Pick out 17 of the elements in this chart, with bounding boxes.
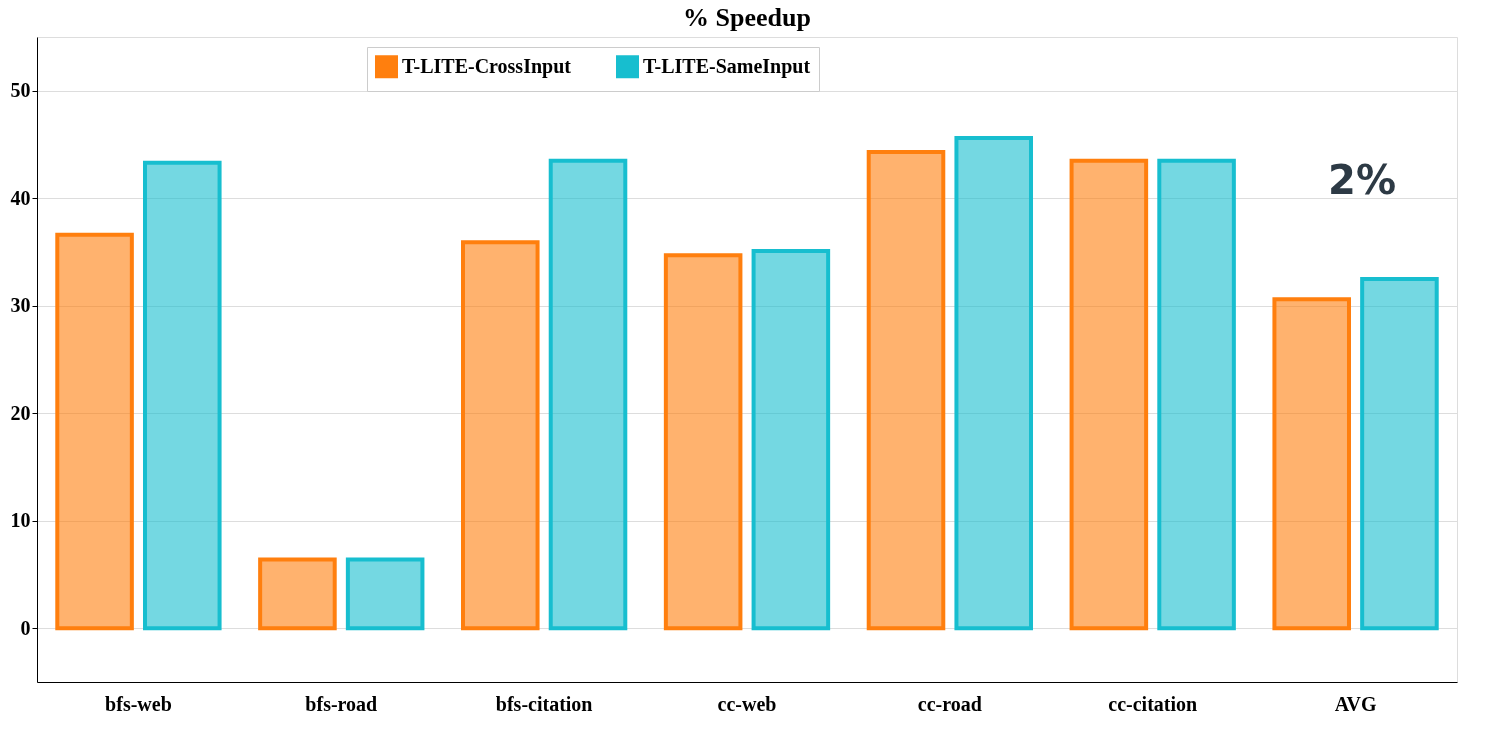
x-tick-label: AVG [1334, 692, 1377, 715]
x-tick-label: bfs-web [105, 692, 172, 715]
x-tick-label: cc-citation [1108, 692, 1198, 715]
y-tick-label: 30 [10, 294, 31, 317]
y-tick-label: 40 [10, 186, 31, 209]
y-tick-label: 0 [20, 616, 31, 639]
y-tick-label: 20 [10, 401, 31, 424]
legend-label: T-LITE-CrossInput [402, 54, 572, 78]
x-tick-label: bfs-road [305, 692, 378, 715]
x-tick-label: bfs-citation [495, 692, 593, 715]
chart-title: % Speedup [683, 3, 811, 32]
x-tick-label: cc-road [917, 692, 982, 715]
y-tick-label: 10 [10, 509, 31, 532]
annotation: 2% [1328, 157, 1396, 203]
y-tick-label: 50 [10, 79, 31, 102]
legend-label: T-LITE-SameInput [643, 54, 811, 78]
x-tick-label: cc-web [717, 692, 777, 715]
